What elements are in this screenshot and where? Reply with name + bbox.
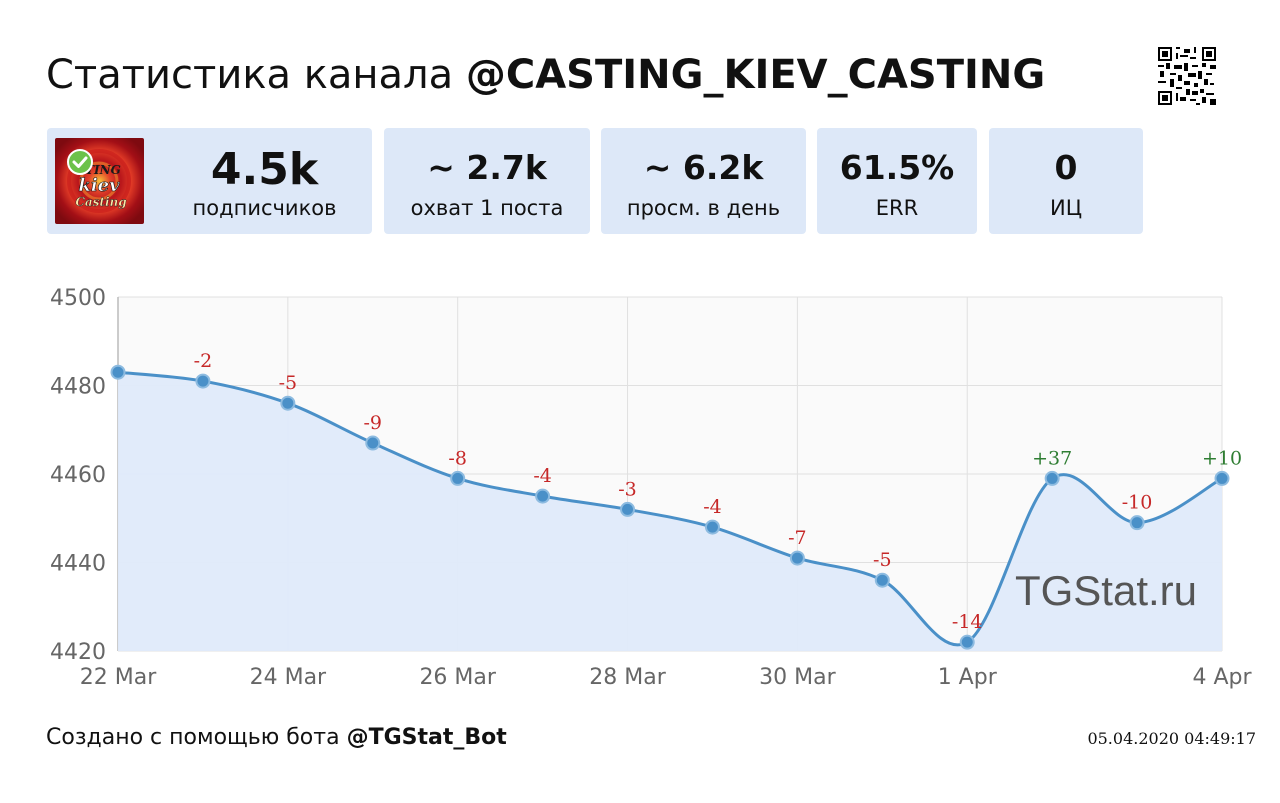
data-point xyxy=(1044,470,1060,486)
err-value: 61.5% xyxy=(839,148,955,187)
data-point xyxy=(1129,515,1145,531)
channel-avatar: TING kiev Casting xyxy=(55,138,144,224)
data-point xyxy=(365,435,381,451)
title-prefix: Статистика канала xyxy=(46,52,454,98)
subscribers-value: 4.5k xyxy=(210,144,319,195)
subscribers-chart: 4420 4440 4460 4480 4500 22 Mar 24 Mar 26 Mar 28… xyxy=(50,286,1252,690)
y-tick-label: 4420 xyxy=(50,640,106,665)
views-label: просм. в день xyxy=(626,196,781,220)
footer-timestamp: 05.04.2020 04:49:17 xyxy=(1087,729,1256,748)
data-label: -4 xyxy=(703,496,722,518)
data-point xyxy=(1214,470,1230,486)
x-tick-label: 22 Mar xyxy=(80,665,157,690)
reach-label: охват 1 поста xyxy=(410,196,564,220)
channel-handle[interactable]: @CASTING_KIEV_CASTING xyxy=(465,52,1046,98)
x-tick-label: 4 Apr xyxy=(1192,665,1252,690)
card-views: ~ 6.2k просм. в день xyxy=(601,128,806,234)
series-area xyxy=(118,372,1222,651)
data-point xyxy=(450,470,466,486)
views-value: ~ 6.2k xyxy=(643,148,764,187)
data-point xyxy=(704,519,720,535)
y-tick-label: 4440 xyxy=(50,552,106,577)
card-ic: 0 ИЦ xyxy=(989,128,1143,234)
footer-credit: Создано с помощью бота @TGStat_Bot xyxy=(46,723,507,753)
data-label: -2 xyxy=(194,350,213,372)
data-point xyxy=(195,373,211,389)
data-point xyxy=(110,364,126,380)
avatar-text-1: TING xyxy=(85,163,121,177)
data-point xyxy=(280,395,296,411)
data-point xyxy=(959,634,975,650)
data-point xyxy=(535,488,551,504)
avatar-text-3: Casting xyxy=(75,195,126,209)
card-err: 61.5% ERR xyxy=(817,128,977,234)
data-point xyxy=(620,501,636,517)
data-label: +37 xyxy=(1032,447,1072,469)
data-label: -4 xyxy=(533,465,552,487)
ic-label: ИЦ xyxy=(1049,196,1082,220)
data-point xyxy=(874,572,890,588)
x-tick-label: 1 Apr xyxy=(938,665,998,690)
data-label: -10 xyxy=(1122,492,1153,514)
data-label: -9 xyxy=(364,412,383,434)
footer-text: Создано с помощью бота xyxy=(46,725,340,750)
data-label: -14 xyxy=(952,611,983,633)
verified-check-icon xyxy=(67,149,93,175)
err-label: ERR xyxy=(875,196,919,220)
card-reach: ~ 2.7k охват 1 поста xyxy=(384,128,590,234)
watermark: TGStat.ru xyxy=(1015,567,1197,614)
footer-bot-link[interactable]: @TGStat_Bot xyxy=(346,725,507,750)
ic-value: 0 xyxy=(1054,148,1078,187)
y-tick-label: 4500 xyxy=(50,286,106,311)
data-label: -5 xyxy=(279,372,298,394)
page-title: Статистика канала @CASTING_KIEV_CASTING xyxy=(46,48,1045,102)
y-tick-label: 4460 xyxy=(50,463,106,488)
data-label: -8 xyxy=(448,447,467,469)
data-label: -3 xyxy=(618,478,637,500)
x-tick-label: 26 Mar xyxy=(419,665,496,690)
card-subscribers: TING kiev Casting 4.5k подписчиков xyxy=(47,128,372,234)
qr-code-icon[interactable] xyxy=(1158,47,1216,105)
data-label: -5 xyxy=(873,549,892,571)
data-label: -7 xyxy=(788,527,807,549)
data-label: +10 xyxy=(1202,447,1242,469)
y-tick-label: 4480 xyxy=(50,375,106,400)
subscribers-label: подписчиков xyxy=(192,196,337,220)
avatar-text-2: kiev xyxy=(78,175,120,196)
reach-value: ~ 2.7k xyxy=(427,148,547,187)
x-tick-label: 24 Mar xyxy=(250,665,327,690)
data-point xyxy=(789,550,805,566)
x-tick-label: 28 Mar xyxy=(589,665,666,690)
x-tick-label: 30 Mar xyxy=(759,665,836,690)
